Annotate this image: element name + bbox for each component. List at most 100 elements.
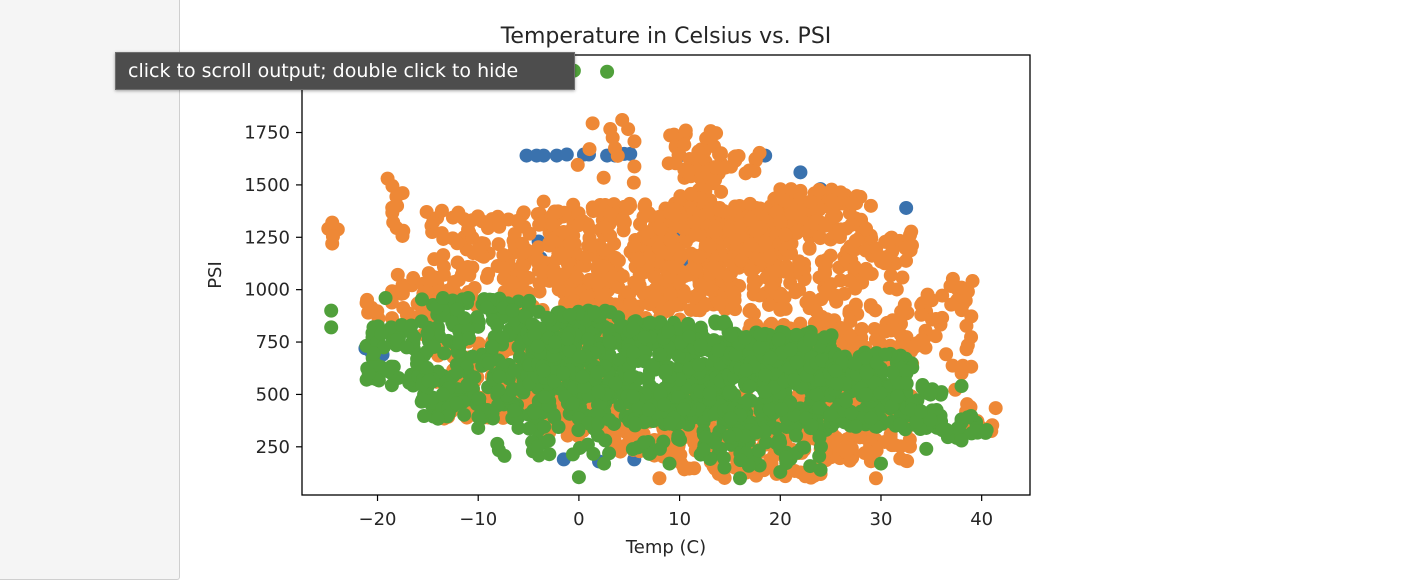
x-tick-label: 20 <box>769 509 792 530</box>
x-tick-label: −10 <box>459 509 497 530</box>
scatter-point-series-2 <box>683 186 698 201</box>
scatter-point-series-3 <box>829 376 844 391</box>
scatter-point-series-3 <box>867 375 882 390</box>
scatter-point-series-3 <box>813 439 828 454</box>
scatter-point-series-3 <box>803 332 818 347</box>
scatter-point-series-3 <box>848 419 863 434</box>
scatter-point-series-2 <box>864 300 879 315</box>
scatter-point-series-3 <box>628 416 643 431</box>
scatter-point-series-2 <box>697 298 712 313</box>
chart-title: Temperature in Celsius vs. PSI <box>500 24 832 49</box>
scatter-point-series-3 <box>380 364 395 379</box>
scatter-point-series-2 <box>867 321 882 336</box>
scatter-point-series-2 <box>762 249 777 264</box>
scatter-point-series-2 <box>844 196 859 211</box>
scatter-point-series-3 <box>757 385 772 400</box>
scatter-point-series-3 <box>653 347 668 362</box>
scatter-point-series-3 <box>753 327 768 342</box>
scatter-point-series-3 <box>813 462 828 477</box>
scatter-point-series-2 <box>496 261 511 276</box>
scatter-point-series-3 <box>717 460 732 475</box>
scatter-point-series-3 <box>600 64 615 79</box>
scatter-point-series-3 <box>641 402 656 417</box>
scatter-point-series-3 <box>414 314 429 329</box>
scatter-point-series-3 <box>954 433 969 448</box>
scatter-point-series-2 <box>555 246 570 261</box>
scatter-point-series-2 <box>479 270 494 285</box>
scatter-point-series-2 <box>885 313 900 328</box>
scatter-point-series-2 <box>738 166 753 181</box>
scatter-point-series-2 <box>768 264 783 279</box>
scatter-point-series-3 <box>645 358 660 373</box>
scatter-point-series-3 <box>480 300 495 315</box>
y-tick-label: 250 <box>256 437 290 458</box>
scatter-point-series-2 <box>935 310 950 325</box>
scatter-point-series-2 <box>677 462 692 477</box>
scatter-point-series-3 <box>637 330 652 345</box>
scatter-point-series-3 <box>706 333 721 348</box>
scatter-point-series-3 <box>415 392 430 407</box>
scatter-point-series-2 <box>764 316 779 331</box>
scatter-point-series-2 <box>868 471 883 486</box>
scatter-point-series-3 <box>598 433 613 448</box>
scatter-point-series-3 <box>899 364 914 379</box>
cell-prompt-gutter <box>0 0 180 580</box>
scatter-point-series-3 <box>773 464 788 479</box>
scatter-point-series-3 <box>626 345 641 360</box>
scatter-point-series-2 <box>622 196 637 211</box>
scatter-point-series-2 <box>570 270 585 285</box>
scatter-point-series-2 <box>472 242 487 257</box>
scatter-point-series-3 <box>783 342 798 357</box>
scatter-point-series-3 <box>597 456 612 471</box>
scatter-point-series-2 <box>688 262 703 277</box>
scatter-point-series-3 <box>556 366 571 381</box>
scatter-point-series-2 <box>721 268 736 283</box>
scatter-point-series-2 <box>864 267 879 282</box>
scatter-point-series-3 <box>462 331 477 346</box>
scatter-point-series-2 <box>663 286 678 301</box>
scatter-point-series-3 <box>460 377 475 392</box>
y-tick-label: 1000 <box>244 280 290 301</box>
scatter-point-series-3 <box>919 441 934 456</box>
scatter-point-series-2 <box>889 282 904 297</box>
scatter-point-series-2 <box>325 236 340 251</box>
scatter-point-series-3 <box>873 456 888 471</box>
scatter-point-series-3 <box>742 379 757 394</box>
scatter-point-series-2 <box>843 314 858 329</box>
scatter-point-series-1 <box>899 200 914 215</box>
scatter-point-series-2 <box>852 430 867 445</box>
scatter-point-series-2 <box>883 268 898 283</box>
scatter-point-series-3 <box>471 391 486 406</box>
scatter-point-series-2 <box>898 241 913 256</box>
scatter-point-series-3 <box>562 343 577 358</box>
cell-output-area[interactable]: Temperature in Celsius vs. PSI −20 −10 0 10… <box>181 0 1404 588</box>
scatter-point-series-2 <box>693 278 708 293</box>
scatter-point-series-3 <box>399 340 414 355</box>
scatter-point-series-3 <box>711 343 726 358</box>
scatter-point-series-2 <box>898 453 913 468</box>
scatter-point-series-2 <box>964 359 979 374</box>
scatter-point-series-1 <box>623 146 638 161</box>
scatter-point-series-2 <box>677 287 692 302</box>
scatter-point-series-3 <box>652 441 667 456</box>
plot-frame <box>301 54 1031 496</box>
scatter-point-series-2 <box>667 260 682 275</box>
scatter-point-series-2 <box>671 147 686 162</box>
scatter-point-series-2 <box>939 347 954 362</box>
scatter-point-series-3 <box>361 366 376 381</box>
scatter-point-series-2 <box>425 272 440 287</box>
scatter-point-series-3 <box>495 330 510 345</box>
scatter-point-series-3 <box>923 387 938 402</box>
scatter-point-series-3 <box>602 412 617 427</box>
scatter-point-series-2 <box>582 221 597 236</box>
scatter-point-series-3 <box>414 292 429 307</box>
scatter-point-series-3 <box>638 414 653 429</box>
scatter-point-series-2 <box>792 282 807 297</box>
scatter-point-series-2 <box>663 232 678 247</box>
scatter-point-series-3 <box>954 379 969 394</box>
scatter-point-series-3 <box>844 406 859 421</box>
scatter-point-series-3 <box>435 387 450 402</box>
scatter-point-series-2 <box>807 217 822 232</box>
scatter-point-series-3 <box>789 428 804 443</box>
scatter-point-series-3 <box>671 349 686 364</box>
